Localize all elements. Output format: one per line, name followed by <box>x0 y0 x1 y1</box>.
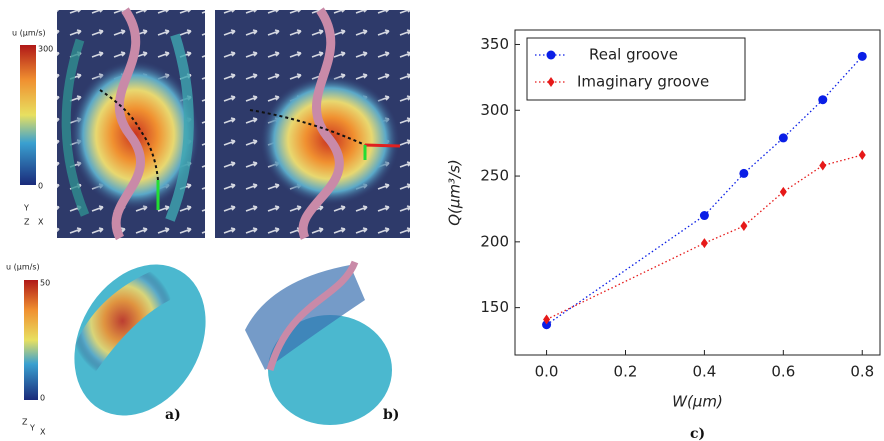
point <box>818 95 828 105</box>
legend-label: Imaginary groove <box>577 73 709 91</box>
colorbar-title: u (μm/s) <box>6 263 40 272</box>
x-tick-label: 0.2 <box>614 363 638 381</box>
y-tick-label: 300 <box>480 101 509 119</box>
legend-label: Real groove <box>589 46 678 64</box>
legend-box <box>526 37 746 101</box>
flow-image-b <box>215 7 410 240</box>
point <box>542 320 552 330</box>
point <box>543 314 551 325</box>
point <box>740 221 748 232</box>
axis-label: Y <box>29 424 35 433</box>
colorbar-min: 0 <box>40 394 45 403</box>
point <box>700 238 708 249</box>
point <box>739 168 749 178</box>
colorbar-max: 300 <box>38 45 53 54</box>
colorbar-min: 0 <box>38 182 43 191</box>
panel-label: c) <box>690 426 705 441</box>
colorbar-title: u (μm/s) <box>12 29 46 38</box>
y-tick-label: 200 <box>480 232 509 250</box>
plot-frame <box>514 29 881 356</box>
x-tick-label: 0.4 <box>692 363 716 381</box>
flow-image-a <box>57 7 205 241</box>
series-line <box>546 55 863 326</box>
axis-label: Y <box>23 204 29 213</box>
legend-marker <box>547 77 555 87</box>
y-tick-label: 350 <box>480 35 509 53</box>
x-tick-label: 0.6 <box>771 363 795 381</box>
panel-label: b) <box>383 407 399 423</box>
chart: 0.0 0.2 0.4 0.6 0.8 150 200 250 300 350 W(μm) Q(μm³… <box>446 29 881 411</box>
axis-label: X <box>40 428 46 437</box>
point <box>778 133 788 143</box>
flagellum-render <box>24 260 392 425</box>
x-axis-label: W(μm) <box>672 393 723 411</box>
point <box>858 150 866 160</box>
axis-label: Z <box>24 218 30 227</box>
point <box>779 186 787 197</box>
y-tick-label: 250 <box>480 167 509 185</box>
legend-marker <box>546 50 556 60</box>
y-tick-label: 150 <box>480 298 509 316</box>
y-axis-label: Q(μm³/s) <box>446 159 464 226</box>
axis-label: Z <box>22 418 28 427</box>
panel-label: a) <box>165 407 181 423</box>
point <box>857 51 867 61</box>
axis-label: X <box>38 218 44 227</box>
x-tick-label: 0.0 <box>535 363 559 381</box>
series-line <box>546 154 863 321</box>
point <box>819 160 827 171</box>
x-tick-label: 0.8 <box>850 363 874 381</box>
colorbar-max: 50 <box>40 279 50 288</box>
point <box>699 211 709 221</box>
colorbar <box>20 45 36 185</box>
